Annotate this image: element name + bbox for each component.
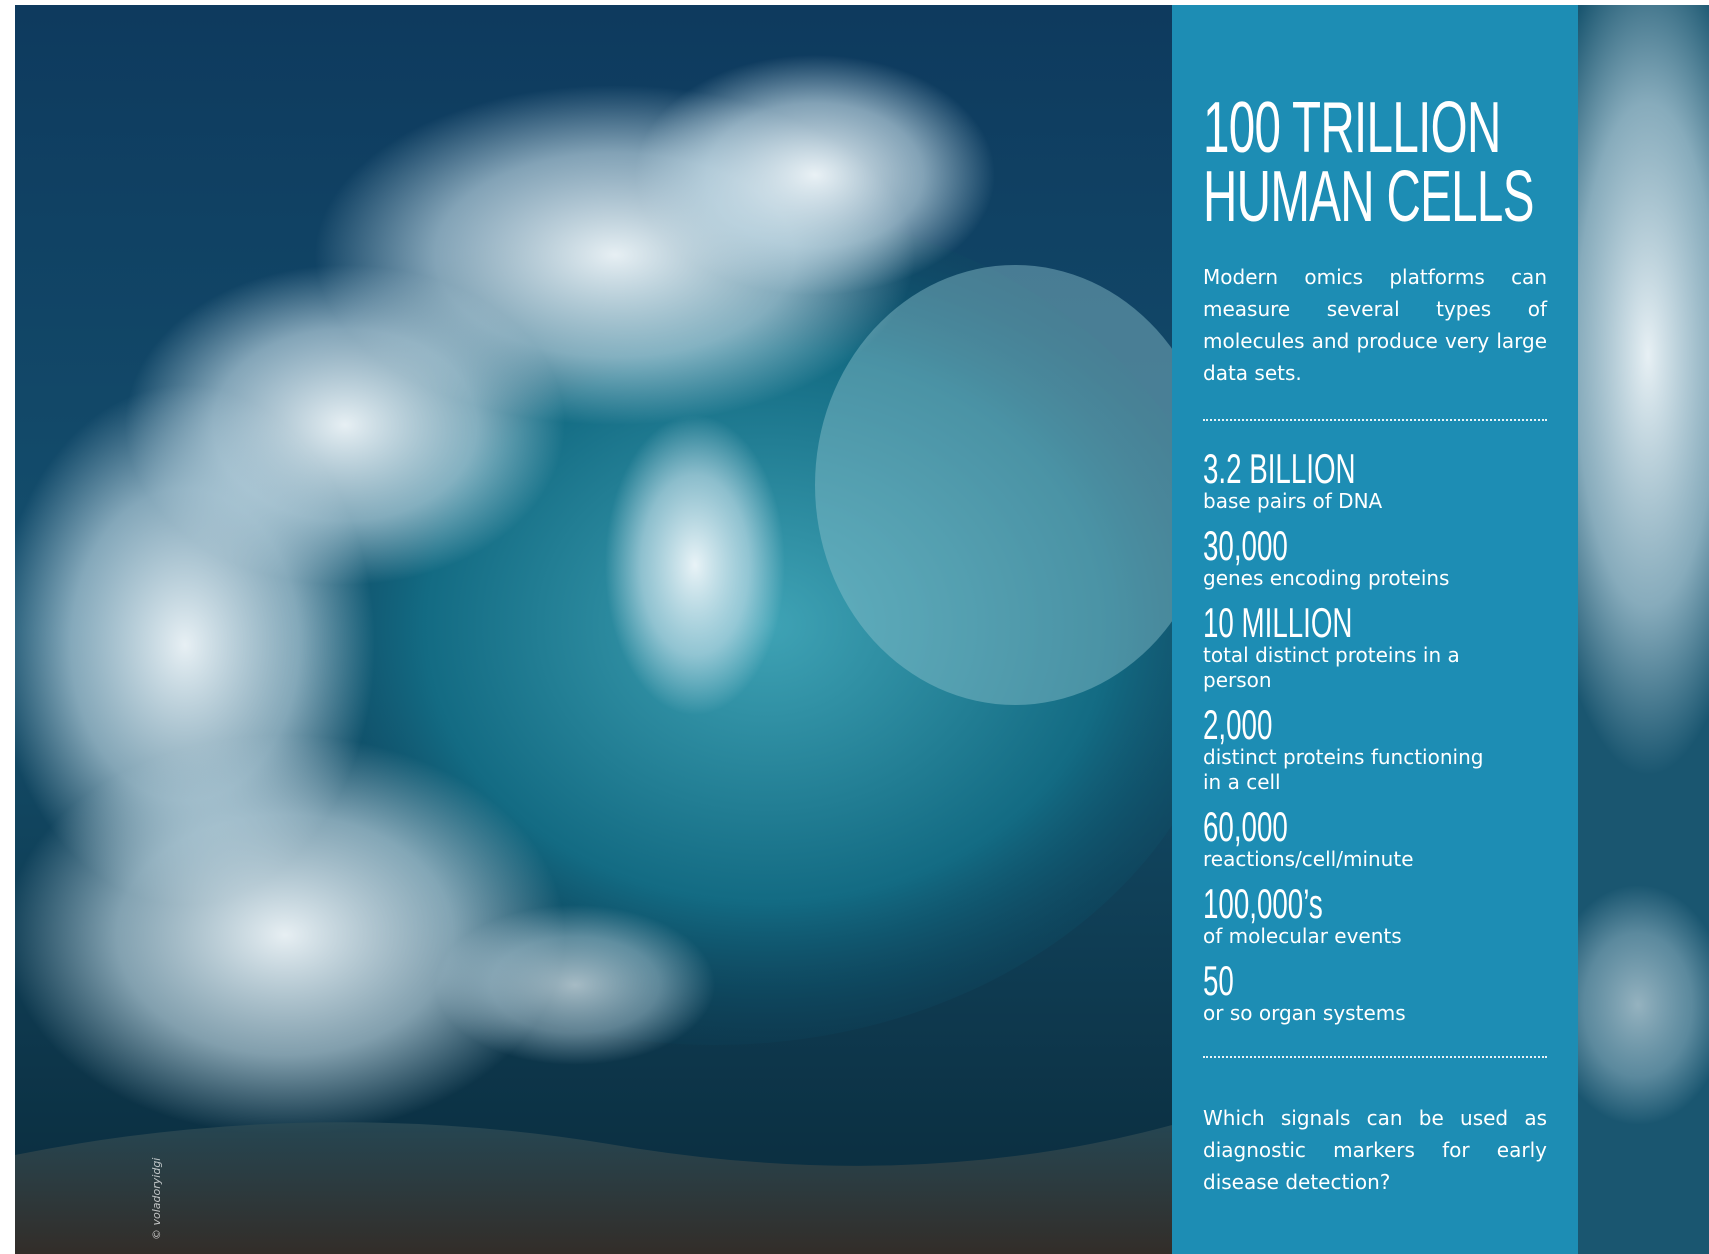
title-line: HUMAN CELLS [1203,157,1547,237]
stat-number: 2,000 [1203,701,1273,748]
stat-number-row: 3.2 BILLION [1203,445,1547,492]
stat-description: of molecular events [1203,924,1402,948]
stat-number: 50 [1203,957,1234,1004]
wave-photo [15,5,1172,1254]
stat-number: 3.2 BILLION [1203,445,1356,492]
question-text: Which signals can be used as diagnostic … [1203,1106,1547,1194]
stat-number: 30,000 [1203,522,1288,569]
stat: 10 MILLION total distinct proteins in a p… [1203,599,1547,693]
stat: 100,000’s of molecular events [1203,880,1547,949]
stat-number: 60,000 [1203,803,1288,850]
stat: 2,000 distinct proteins functioning in a … [1203,701,1547,795]
stat-number-row: 10 MILLION [1203,599,1547,646]
title-line: 100 TRILLION [1203,88,1547,168]
stat-description: total distinct proteins in a person [1203,643,1460,692]
stat-description: reactions/cell/minute [1203,847,1414,871]
stat: 30,000 genes encoding proteins [1203,522,1547,591]
stat-number: 100,000’s [1203,880,1323,927]
title-text: 100 TRILLION [1203,88,1501,168]
stat-description: or so organ systems [1203,1001,1406,1025]
stat: 50 or so organ systems [1203,957,1547,1026]
info-panel: 100 TRILLION HUMAN CELLS Modern omics pl… [1172,5,1578,1254]
title-text: HUMAN CELLS [1203,157,1534,237]
photo-credit: © voladoryidgi [150,1157,163,1240]
stat-number: 10 MILLION [1203,599,1353,646]
stat: 3.2 BILLION base pairs of DNA [1203,445,1547,514]
intro-text: Modern omics platforms can measure sever… [1203,265,1547,385]
wave-photo-edge [1578,5,1709,1254]
stat-description: genes encoding proteins [1203,566,1450,590]
stat-description: base pairs of DNA [1203,489,1383,513]
divider [1203,419,1547,421]
stat-number-row: 2,000 [1203,701,1547,748]
stat-number-row: 30,000 [1203,522,1547,569]
stat-description: distinct proteins functioning in a cell [1203,745,1484,794]
stat-number-row: 100,000’s [1203,880,1547,927]
stat-number-row: 60,000 [1203,803,1547,850]
stat: 60,000 reactions/cell/minute [1203,803,1547,872]
divider [1203,1056,1547,1058]
stats-list: 3.2 BILLION base pairs of DNA 30,000 genes … [1203,445,1547,1026]
stat-number-row: 50 [1203,957,1547,1004]
